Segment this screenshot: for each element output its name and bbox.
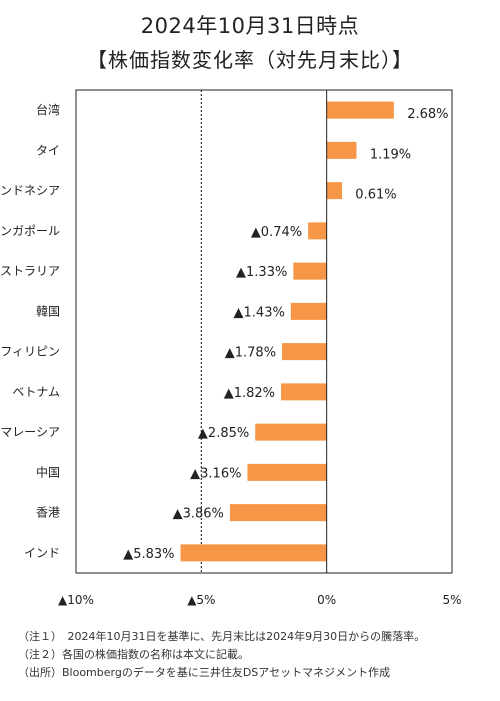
x-tick-label: ▲5% xyxy=(187,593,215,607)
bar xyxy=(255,423,327,441)
chart-subtitle: 【株価指数変化率（対先月末比）】 xyxy=(87,48,413,72)
bar xyxy=(281,383,327,401)
category-label: 韓国 xyxy=(36,304,60,318)
category-label: インドネシア xyxy=(0,184,60,198)
plot-frame xyxy=(75,89,453,574)
value-label: ▲5.83% xyxy=(123,547,174,562)
value-label: ▲1.33% xyxy=(236,265,287,280)
bar-chart: 台湾 2.68% タイ 1.19% インドネシア 0.61% シンガポール ▲0.74% オース… xyxy=(0,89,462,607)
x-tick-label: ▲10% xyxy=(58,593,94,607)
bar xyxy=(293,262,327,280)
value-label: 1.19% xyxy=(370,147,411,162)
value-label: ▲0.74% xyxy=(251,225,302,240)
bar xyxy=(326,101,394,119)
category-label: オーストラリア xyxy=(0,264,60,278)
category-label: インド xyxy=(24,546,60,560)
category-label: マレーシア xyxy=(0,425,60,439)
value-label: ▲1.43% xyxy=(234,305,285,320)
bar xyxy=(180,544,327,562)
bar xyxy=(247,463,327,481)
value-label: 2.68% xyxy=(407,107,448,122)
bar xyxy=(229,504,327,522)
value-label: 0.61% xyxy=(355,188,396,203)
bar xyxy=(326,141,357,159)
bar xyxy=(326,182,342,200)
value-label: ▲2.85% xyxy=(198,426,249,441)
category-label: シンガポール xyxy=(0,224,60,238)
footnote-1: （注１） 2024年10月31日を基準に、先月末比は2024年9月30日からの騰… xyxy=(18,630,426,643)
value-label: ▲3.16% xyxy=(190,466,241,481)
category-label: ベトナム xyxy=(12,385,60,399)
bar xyxy=(290,302,327,320)
chart-title: 2024年10月31日時点 xyxy=(140,14,360,38)
category-label: 香港 xyxy=(36,506,60,520)
value-label: ▲3.86% xyxy=(173,507,224,522)
category-label: 中国 xyxy=(36,464,60,479)
category-label: フィリピン xyxy=(0,345,60,359)
category-label: タイ xyxy=(36,143,60,157)
x-tick-label: 5% xyxy=(442,593,461,607)
footnote-3: （出所）Bloombergのデータを基に三井住友DSアセットマネジメント作成 xyxy=(18,666,391,679)
category-label: 台湾 xyxy=(36,102,60,117)
bar xyxy=(282,343,327,361)
bar xyxy=(308,222,327,240)
footnote-2: （注２）各国の株価指数の名称は本文に記載。 xyxy=(18,648,249,661)
x-tick-label: 0% xyxy=(317,593,336,607)
value-label: ▲1.78% xyxy=(225,346,276,361)
value-label: ▲1.82% xyxy=(224,386,275,401)
